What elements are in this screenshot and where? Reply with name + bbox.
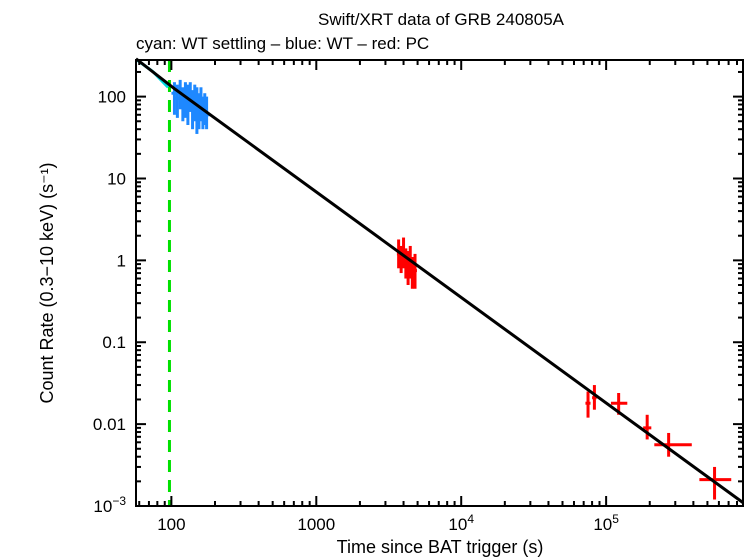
chart-subtitle: cyan: WT settling – blue: WT – red: PC (136, 34, 429, 53)
chart-title: Swift/XRT data of GRB 240805A (318, 10, 565, 29)
x-tick-label: 105 (593, 512, 619, 534)
x-tick-label: 100 (157, 515, 185, 534)
y-tick-label: 100 (98, 88, 126, 107)
x-tick-label: 1000 (297, 515, 335, 534)
y-tick-label: 10 (107, 169, 126, 188)
model-fit-line (135, 57, 744, 504)
x-axis-label: Time since BAT trigger (s) (337, 537, 544, 557)
y-tick-label: 10−3 (93, 494, 126, 516)
y-tick-label: 0.1 (102, 333, 126, 352)
y-tick-label: 0.01 (93, 415, 126, 434)
x-tick-label: 104 (448, 512, 474, 534)
y-tick-label: 1 (117, 251, 126, 270)
y-axis-label: Count Rate (0.3−10 keV) (s⁻¹) (37, 162, 57, 403)
